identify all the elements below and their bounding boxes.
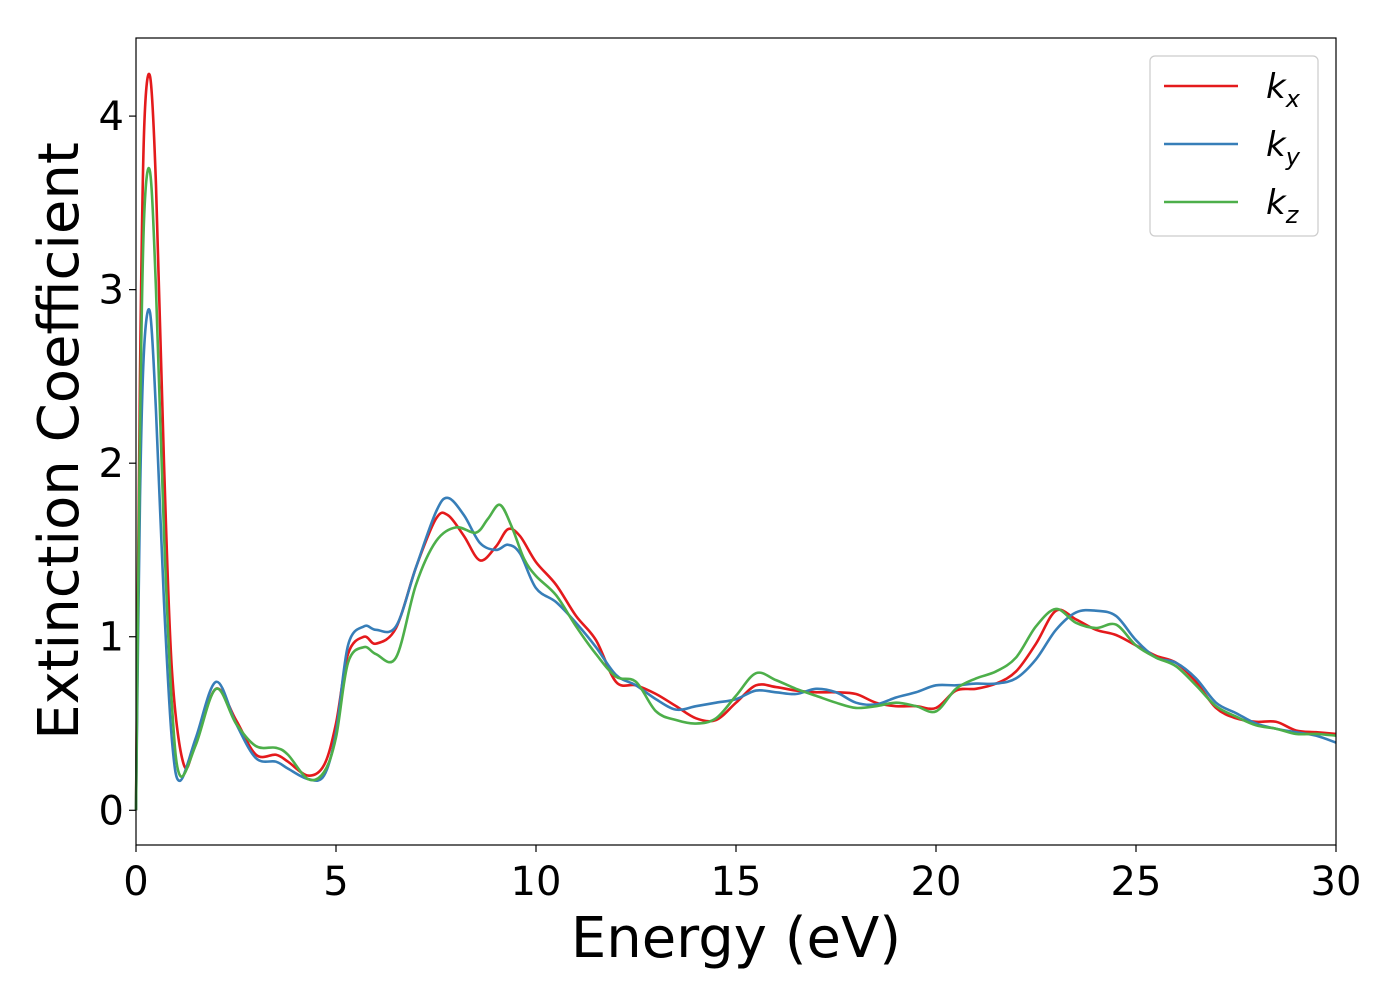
legend-label-kx: kx — [1266, 67, 1301, 113]
y-tick-label: 2 — [99, 441, 124, 487]
x-tick-label: 0 — [123, 859, 148, 905]
series-line-kz — [134, 166, 1337, 811]
x-tick-label: 5 — [323, 859, 348, 905]
y-axis: 0 1 2 3 4 — [99, 94, 136, 834]
y-axis-title: Extinction Coefficient — [27, 142, 92, 740]
x-tick-label: 25 — [1111, 859, 1162, 905]
series-layer — [134, 72, 1337, 811]
legend: kx ky kz — [1149, 55, 1319, 237]
legend-label-kz: kz — [1266, 183, 1300, 229]
y-tick-label: 1 — [99, 615, 124, 661]
x-tick-label: 20 — [911, 859, 962, 905]
x-axis-title: Energy (eV) — [571, 906, 901, 971]
x-tick-label: 15 — [711, 859, 762, 905]
series-line-ky — [134, 308, 1337, 811]
y-tick-label: 0 — [99, 788, 124, 834]
y-tick-label: 3 — [99, 268, 124, 314]
x-tick-label: 30 — [1311, 859, 1362, 905]
y-tick-label: 4 — [99, 94, 124, 140]
x-axis: 0 5 10 15 20 25 30 — [123, 845, 1361, 905]
legend-entries: kx ky kz — [1164, 67, 1301, 229]
legend-box — [1149, 55, 1319, 237]
legend-label-ky: ky — [1266, 125, 1301, 171]
x-tick-label: 10 — [511, 859, 562, 905]
